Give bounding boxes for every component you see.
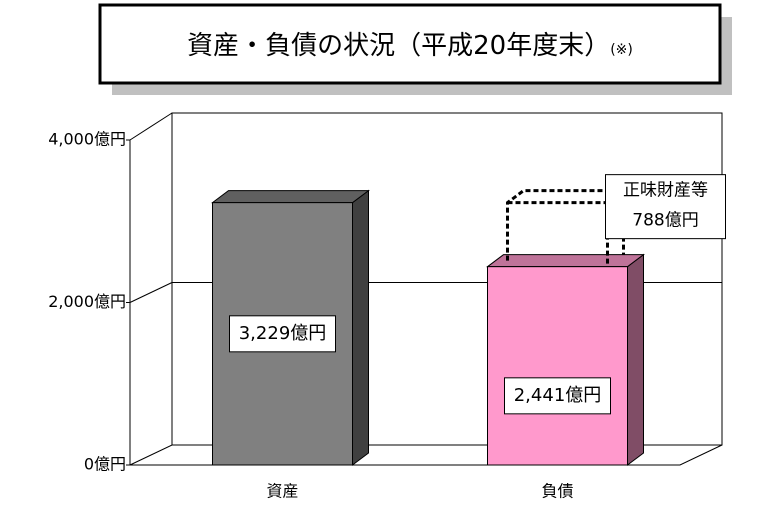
- x-tick-label: 負債: [541, 482, 573, 501]
- annotation-value: 788億円: [632, 211, 698, 231]
- grid-line: [129, 282, 173, 303]
- chart-title: 資産・負債の状況（平成20年度末）(※): [187, 31, 633, 61]
- y-tick-label: 0億円: [84, 455, 126, 474]
- annotation-box: [605, 174, 726, 240]
- bar-top: [486, 254, 645, 268]
- bar: [487, 266, 628, 466]
- bar-side: [627, 253, 644, 466]
- y-tick-label: 2,000億円: [48, 292, 126, 311]
- value-label-box: [229, 315, 336, 353]
- value-label: 2,441億円: [514, 385, 602, 406]
- bar-side: [352, 189, 369, 466]
- value-label-box: [504, 377, 611, 415]
- value-label: 3,229億円: [239, 323, 327, 344]
- side-wall-edge: [129, 112, 173, 141]
- bar-top: [211, 190, 370, 204]
- title-note: (※): [610, 42, 633, 58]
- title-text: 資産・負債の状況（平成20年度末）: [187, 31, 610, 61]
- y-tick-label: 4,000億円: [48, 130, 126, 149]
- x-tick-label: 資産: [266, 482, 298, 501]
- title-box: [98, 3, 722, 85]
- annotation-text: 正味財産等: [623, 181, 708, 201]
